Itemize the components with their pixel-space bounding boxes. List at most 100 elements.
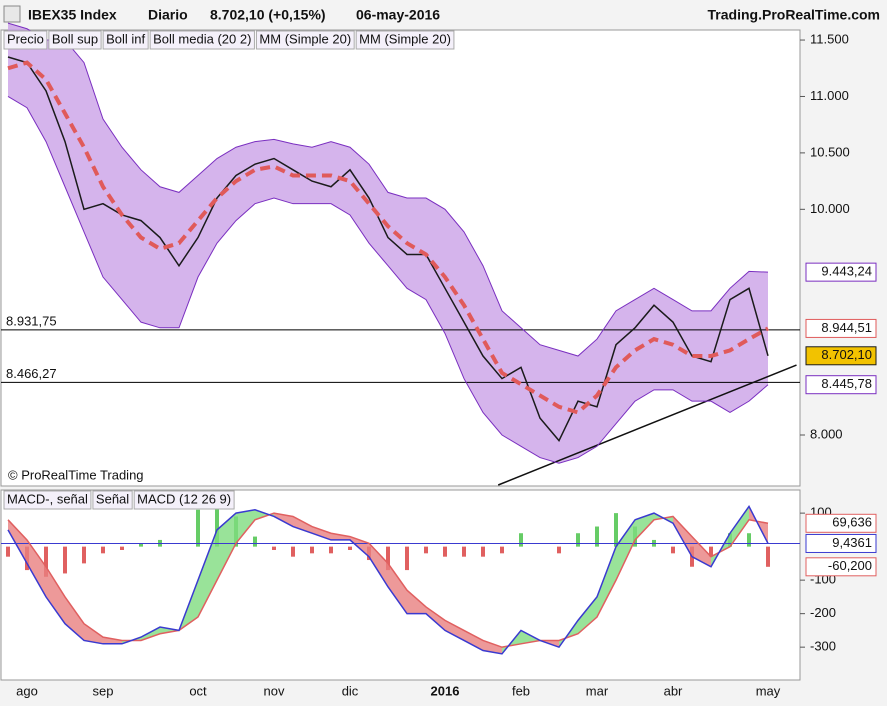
histogram-bar [709, 546, 713, 557]
value-label-box [805, 557, 877, 577]
x-tick-label: mar [586, 683, 609, 698]
legend-box [3, 30, 48, 50]
histogram-bar [196, 509, 200, 547]
macd-fill [597, 546, 616, 618]
histogram-bar [481, 546, 485, 557]
histogram-bar [63, 546, 67, 574]
macd-fill [464, 630, 483, 651]
x-tick-label: ago [16, 683, 38, 698]
legend-box [133, 490, 235, 510]
histogram-bar [557, 546, 561, 554]
macd-fill [293, 516, 312, 534]
histogram-bar [766, 546, 770, 567]
menu-icon[interactable] [3, 5, 21, 23]
series-line [7, 22, 769, 357]
legend-label: Boll sup [52, 31, 98, 46]
macd-fill [217, 513, 236, 581]
macd-fill [388, 563, 407, 614]
macd-fill [65, 596, 84, 641]
legend-label: Boll inf [106, 31, 145, 46]
watermark: © ProRealTime Trading [8, 467, 144, 482]
y-tick-label: -300 [810, 639, 836, 654]
period: Diario [148, 7, 188, 23]
legend-box [149, 30, 255, 50]
series-line [7, 512, 769, 648]
legend-label: MM (Simple 20) [259, 31, 351, 46]
value-label: 8.702,10 [821, 347, 872, 362]
level-label: 8.931,75 [6, 313, 57, 328]
histogram-bar [405, 546, 409, 571]
macd-fill [84, 623, 103, 644]
histogram-bar [139, 543, 143, 547]
y-tick-label: 11.000 [810, 88, 849, 103]
histogram-bar [291, 546, 295, 557]
legend-box [3, 490, 92, 510]
series-line [7, 96, 769, 464]
value-label: 8.944,51 [821, 320, 872, 335]
macd-fill [198, 529, 217, 618]
x-tick-label: abr [664, 683, 683, 698]
macd-fill [673, 516, 692, 557]
trend-line [497, 364, 797, 486]
histogram-bar [386, 546, 390, 571]
histogram-bar [443, 546, 447, 557]
macd-fill [445, 620, 464, 641]
x-tick-label: oct [189, 683, 207, 698]
y-tick-label: 8.000 [810, 426, 843, 441]
histogram-bar [462, 546, 466, 557]
y-tick-label: -200 [810, 605, 836, 620]
value-label: -60,200 [828, 558, 872, 573]
macd-fill [8, 519, 27, 564]
macd-fill [103, 637, 122, 644]
value-label-box [805, 318, 877, 338]
histogram-bar [120, 546, 124, 550]
value-label-box [805, 513, 877, 533]
legend-box [92, 490, 133, 510]
date: 06-may-2016 [356, 7, 440, 23]
histogram-bar [519, 533, 523, 547]
macd-fill [407, 590, 426, 614]
y-tick-label: 10.000 [810, 201, 850, 216]
histogram-bar [576, 533, 580, 547]
macd-fill [483, 640, 502, 654]
legend-box [355, 30, 455, 50]
macd-fill [692, 536, 711, 567]
value-label-box [805, 346, 877, 366]
x-tick-label: feb [512, 683, 530, 698]
histogram-bar [614, 513, 618, 547]
series-line [7, 504, 769, 655]
macd-fill [46, 566, 65, 624]
x-tick-label: 2016 [431, 683, 460, 698]
histogram-bar [500, 546, 504, 554]
macd-fill [160, 627, 179, 634]
histogram-bar [671, 546, 675, 554]
bollinger-band [8, 23, 768, 464]
legend-box [102, 30, 149, 50]
histogram-bar [101, 546, 105, 554]
macd-fill [27, 539, 46, 597]
legend-label: Boll media (20 2) [153, 31, 251, 46]
macd-fill [635, 513, 654, 540]
legend-label: MACD (12 26 9) [137, 491, 231, 506]
series-line [7, 60, 769, 415]
legend-label: Señal [96, 491, 129, 506]
histogram-bar [272, 546, 276, 550]
y-tick-label: 11.500 [810, 31, 849, 46]
histogram-bar [329, 546, 333, 554]
level-label: 8.466,27 [6, 366, 57, 381]
macd-fill [616, 519, 635, 581]
macd-fill [331, 533, 350, 540]
x-tick-label: nov [264, 683, 285, 698]
histogram-bar [424, 546, 428, 554]
histogram-bar [44, 546, 48, 577]
x-tick-label: sep [93, 683, 114, 698]
legend-box [48, 30, 102, 50]
legend-label: MM (Simple 20) [359, 31, 451, 46]
value-label-box [805, 262, 877, 282]
macd-fill [578, 596, 597, 634]
macd-fill [369, 543, 388, 587]
series-line [7, 56, 769, 443]
histogram-bar [253, 536, 257, 547]
histogram-bar [215, 496, 219, 547]
